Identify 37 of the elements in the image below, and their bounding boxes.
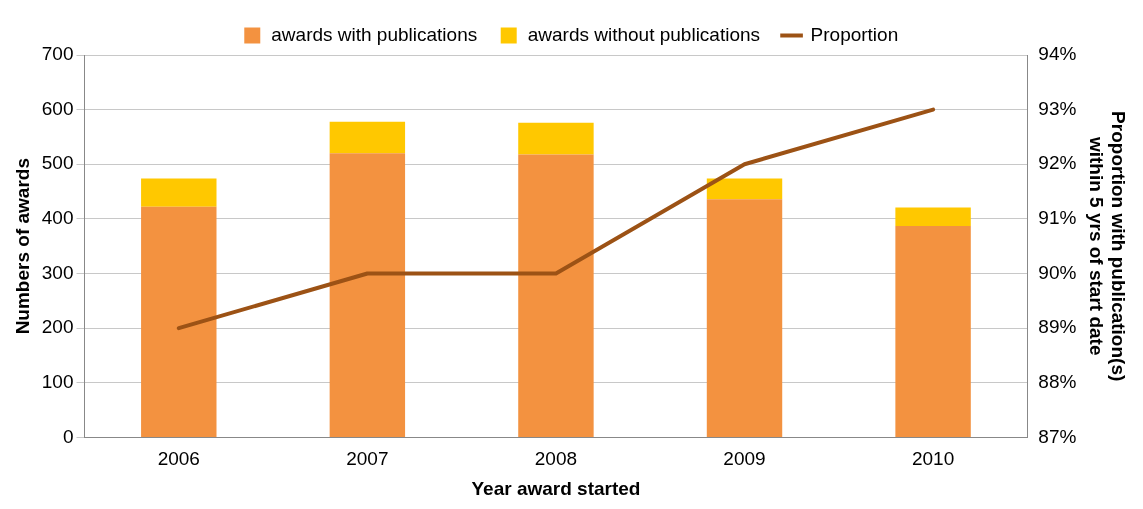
bar	[518, 122, 594, 155]
y-tick-label: 0	[62, 425, 74, 447]
y2-tick-label: 89%	[1038, 316, 1077, 338]
bar	[329, 153, 406, 437]
y-tick-label: 300	[41, 261, 74, 283]
y2-tick-label: 88%	[1038, 371, 1077, 393]
y2-tick-label: 91%	[1038, 207, 1077, 229]
bar	[706, 178, 783, 200]
bar	[141, 206, 217, 437]
bar	[141, 178, 217, 207]
bar	[329, 121, 406, 154]
bar	[895, 225, 971, 437]
y-tick-label: 500	[41, 152, 74, 174]
legend-label: awards without publications	[527, 23, 761, 45]
y2-axis-title: Proportion with publication(s) within 5 yrs of start date	[1085, 111, 1130, 382]
x-tick-label: 2008	[534, 448, 578, 470]
y-axis-title: Numbers of awards	[11, 158, 33, 335]
x-axis-title: Year award started	[471, 477, 641, 499]
y-tick-label: 400	[41, 207, 74, 229]
y-tick-label: 600	[41, 97, 74, 119]
x-tick-label: 2010	[911, 448, 955, 470]
y-tick-label: 700	[41, 43, 74, 65]
y2-tick-label: 94%	[1038, 43, 1077, 65]
y2-tick-label: 90%	[1038, 261, 1077, 283]
legend-label: Proportion	[810, 23, 899, 45]
x-tick-label: 2009	[723, 448, 766, 470]
y2-tick-label: 92%	[1038, 152, 1077, 174]
legend-label: awards with publications	[271, 23, 478, 45]
bar	[895, 207, 971, 226]
bar	[518, 154, 594, 437]
x-tick-label: 2006	[157, 448, 200, 470]
y-tick-label: 100	[41, 371, 74, 393]
x-tick-label: 2007	[346, 448, 389, 470]
y2-tick-label: 87%	[1038, 425, 1077, 447]
y-tick-label: 200	[41, 316, 74, 338]
bar	[706, 199, 783, 437]
y2-tick-label: 93%	[1038, 97, 1077, 119]
